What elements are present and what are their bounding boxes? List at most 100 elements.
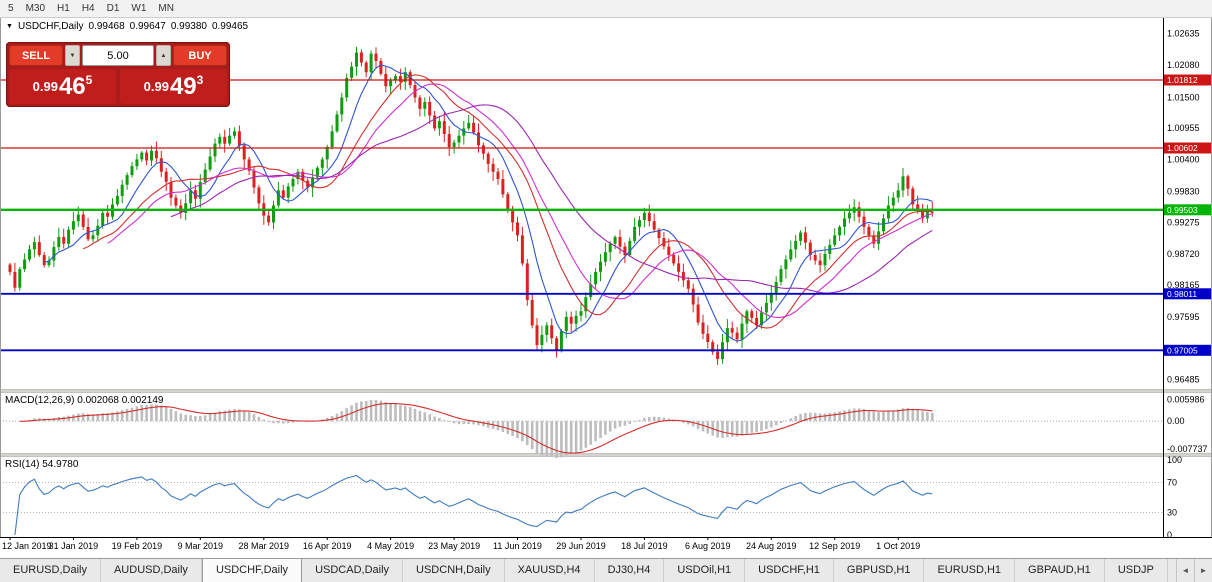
ohlc-high: 0.99647 <box>129 21 166 32</box>
chart-tab-usdchf-daily[interactable]: USDCHF,Daily <box>201 559 303 582</box>
macd-scale-label: -0.007737 <box>1167 444 1208 454</box>
timeframe-button-d1[interactable]: D1 <box>101 2 126 15</box>
price-tag-label: 1.00602 <box>1167 143 1198 153</box>
buy-price-display[interactable]: 0.99 49 3 <box>120 69 227 104</box>
price-tag-0.99503 <box>1164 204 1211 216</box>
timeframe-button-5[interactable]: 5 <box>2 2 20 15</box>
tab-scroll-left-icon[interactable]: ◄ <box>1176 559 1194 582</box>
y-axis-label: 1.00400 <box>1167 154 1200 164</box>
ma-line-34 <box>170 104 933 294</box>
sell-price-display[interactable]: 0.99 46 5 <box>9 69 116 104</box>
chart-tab-gbpaud-h1[interactable]: GBPAUD,H1 <box>1015 559 1105 582</box>
y-axis-label: 1.00955 <box>1167 123 1200 133</box>
date-label: 4 May 2019 <box>367 541 414 551</box>
buy-price-prefix: 0.99 <box>143 79 169 94</box>
rsi-scale-label: 70 <box>1167 478 1177 488</box>
buy-price-sup: 3 <box>196 73 204 87</box>
rsi-line <box>14 474 933 536</box>
timeframe-button-w1[interactable]: W1 <box>125 2 152 15</box>
sell-price-prefix: 0.99 <box>32 79 58 94</box>
timeframe-button-m30[interactable]: M30 <box>20 2 51 15</box>
macd-indicator-title: MACD(12,26,9) 0.002068 0.002149 <box>5 395 164 406</box>
panel-splitter[interactable] <box>0 453 1212 457</box>
tab-scroll-controls: ◄ ► <box>1176 559 1212 582</box>
chart-tab-usdjp[interactable]: USDJP <box>1105 559 1168 582</box>
candlestick-series <box>8 46 934 365</box>
chart-tab-usdchf-h1[interactable]: USDCHF,H1 <box>745 559 834 582</box>
price-tag-1.00602 <box>1164 142 1211 154</box>
rsi-indicator-title: RSI(14) 54.9780 <box>5 459 79 470</box>
date-label: 12 Sep 2019 <box>809 541 860 551</box>
sell-price-big: 46 <box>58 72 86 100</box>
y-axis-label: 0.99275 <box>1167 218 1200 228</box>
sell-button[interactable]: SELL <box>9 45 63 66</box>
volume-decrease-button[interactable]: ▼ <box>65 45 80 66</box>
date-label: 19 Feb 2019 <box>112 541 163 551</box>
chart-tab-gbpusd-h1[interactable]: GBPUSD,H1 <box>834 559 925 582</box>
y-axis-label: 1.01500 <box>1167 93 1200 103</box>
ma-line-16 <box>82 74 933 329</box>
chart-header: ▼ USDCHF,Daily 0.99468 0.99647 0.99380 0… <box>6 21 248 32</box>
y-axis-label: 0.96485 <box>1167 375 1200 385</box>
timeframe-button-h4[interactable]: H4 <box>76 2 101 15</box>
date-label: 29 Jun 2019 <box>556 541 606 551</box>
price-tag-label: 1.01812 <box>1167 75 1198 85</box>
rsi-scale-label: 30 <box>1167 508 1177 518</box>
y-axis-label: 0.98165 <box>1167 280 1200 290</box>
chart-symbol-label: USDCHF,Daily <box>17 21 84 32</box>
chart-tab-eurusd-h1[interactable]: EURUSD,H1 <box>924 559 1016 582</box>
y-axis-label: 0.97595 <box>1167 312 1200 322</box>
chart-tab-eurusd-daily[interactable]: EURUSD,Daily <box>0 559 101 582</box>
date-label: 6 Aug 2019 <box>685 541 731 551</box>
buy-price-big: 49 <box>169 72 197 100</box>
panel-splitter[interactable] <box>0 389 1212 393</box>
chart-tab-dj30-h4[interactable]: DJ30,H4 <box>595 559 665 582</box>
rsi-scale-label: 100 <box>1167 455 1182 465</box>
ohlc-low: 0.99380 <box>170 21 207 32</box>
date-label: 1 Oct 2019 <box>876 541 920 551</box>
chart-tab-xauusd-h4[interactable]: XAUUSD,H4 <box>505 559 595 582</box>
date-label: 12 Jan 2019 <box>2 541 52 551</box>
y-axis-label: 0.98720 <box>1167 249 1200 259</box>
y-axis-label: 1.02080 <box>1167 60 1200 70</box>
ma-line-21 <box>107 83 933 319</box>
chart-symbol-icon: ▼ <box>6 23 13 30</box>
date-label: 11 Jun 2019 <box>493 541 542 551</box>
chart-tabs-bar: EURUSD,Daily AUDUSD,Daily USDCHF,Daily USDC… <box>0 558 1212 582</box>
chart-tab-usdoil-h1[interactable]: USDOil,H1 <box>664 559 746 582</box>
chart-tab-usdcad-daily[interactable]: USDCAD,Daily <box>302 559 404 582</box>
chart-tab-usdcnh-daily[interactable]: USDCNH,Daily <box>403 559 505 582</box>
y-axis-label: 1.02635 <box>1167 29 1200 39</box>
price-tag-1.01812 <box>1164 74 1211 86</box>
ma-line-8 <box>44 64 933 342</box>
price-tag-label: 0.97005 <box>1167 346 1198 356</box>
price-tag-label: 0.99503 <box>1167 205 1198 215</box>
rsi-scale-label: 0 <box>1167 530 1172 540</box>
ohlc-close: 0.99465 <box>211 21 249 32</box>
tab-scroll-right-icon[interactable]: ► <box>1194 559 1212 582</box>
sell-price-sup: 5 <box>85 73 93 87</box>
macd-signal-line <box>19 402 933 454</box>
y-axis-label: 0.99830 <box>1167 186 1200 196</box>
date-label: 28 Mar 2019 <box>239 541 290 551</box>
buy-button[interactable]: BUY <box>173 45 227 66</box>
volume-input[interactable] <box>82 45 154 66</box>
price-tag-label: 0.98011 <box>1167 289 1197 299</box>
macd-scale-label: 0.00 <box>1167 416 1185 426</box>
volume-increase-button[interactable]: ▲ <box>156 45 171 66</box>
chart-tab-audusd-daily[interactable]: AUDUSD,Daily <box>101 559 202 582</box>
date-label: 24 Aug 2019 <box>746 541 797 551</box>
price-tag-0.97005 <box>1164 344 1211 356</box>
price-tag-0.98011 <box>1164 288 1211 300</box>
date-label: 18 Jul 2019 <box>621 541 668 551</box>
timeframe-toolbar: 5 M30 H1 H4 D1 W1 MN <box>0 0 1212 18</box>
date-label: 16 Apr 2019 <box>303 541 352 551</box>
date-label: 31 Jan 2019 <box>49 541 99 551</box>
date-label: 9 Mar 2019 <box>178 541 224 551</box>
timeframe-button-h1[interactable]: H1 <box>51 2 76 15</box>
chart-window[interactable]: 0.005986 0.00 -0.007737 100 70 30 0 1.02635 1.02… <box>0 18 1212 558</box>
timeframe-button-mn[interactable]: MN <box>152 2 180 15</box>
